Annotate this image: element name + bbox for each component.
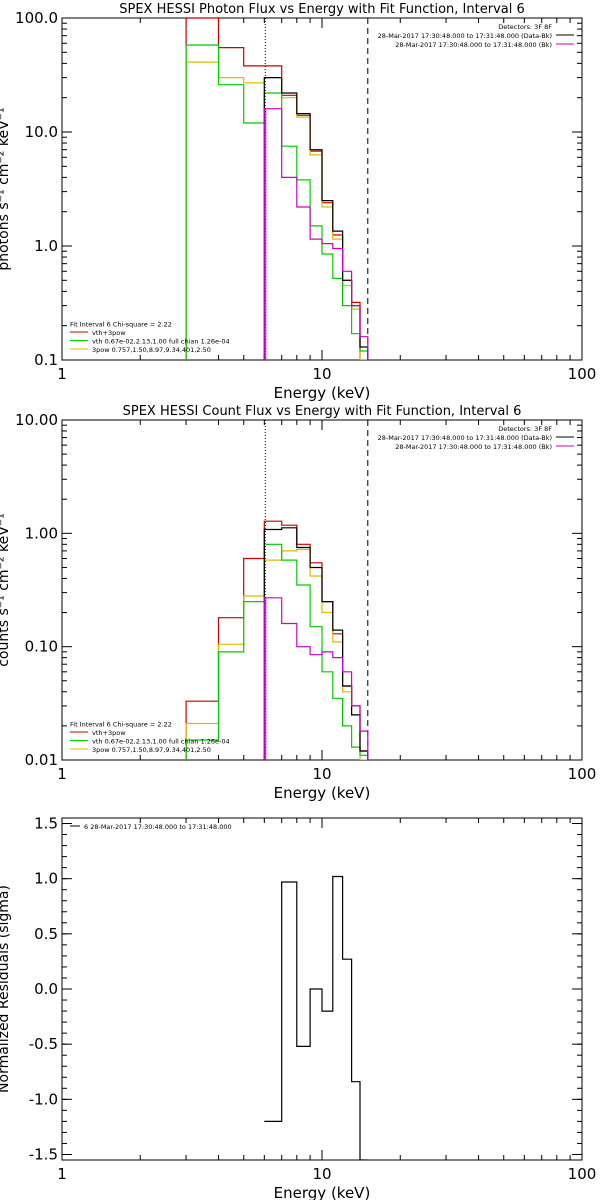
chart-title: SPEX HESSI Count Flux vs Energy with Fit… [123, 404, 522, 419]
x-tick-label: 100 [568, 1165, 597, 1183]
y-axis-label: Normalized Residuals (sigma) [0, 885, 12, 1093]
y-tick-label: 10.00 [15, 411, 58, 429]
x-tick-label: 1 [57, 765, 67, 783]
legend-entry: Detectors: 3F 8F [498, 425, 552, 433]
legend-entry: 28-Mar-2017 17:30:48.000 to 17:31:48.000… [378, 434, 552, 442]
legend-entry: vth 0.67e-02,2.13,1.00 full chian 1.26e-… [92, 338, 230, 346]
legend-entry: 3pow 0.757,1.50,8.97,9.34,401,2.50 [92, 346, 211, 354]
series-line-0 [185, 18, 368, 360]
legend-entry: 28-Mar-2017 17:30:48.000 to 17:31:48.000… [395, 443, 552, 451]
x-tick-label: 10 [312, 1165, 331, 1183]
y-tick-label: 10.0 [25, 123, 58, 141]
legend-entry: Detectors: 3F 8F [498, 23, 552, 31]
series-line-1 [185, 61, 368, 360]
x-tick-label: 10 [312, 365, 331, 383]
legend-entry: vth+3pow [92, 729, 126, 737]
y-tick-label: 0.5 [34, 925, 58, 943]
y-tick-label: 1.0 [34, 870, 58, 888]
x-axis-label: Energy (keV) [274, 1184, 371, 1200]
series-line-2 [185, 543, 369, 760]
chart-title: SPEX HESSI Photon Flux vs Energy with Fi… [119, 2, 525, 17]
y-tick-label: 0.1 [34, 351, 58, 369]
series-line-4 [263, 108, 369, 360]
y-tick-label: 0.10 [25, 638, 58, 656]
series-line-2 [185, 44, 369, 360]
y-axis-label: photons s⁻¹ cm⁻² keV⁻¹ [0, 107, 12, 270]
series-line-3 [263, 77, 369, 360]
y-tick-label: 0.0 [34, 980, 58, 998]
y-tick-label: 1.00 [25, 524, 58, 542]
x-tick-label: 100 [568, 765, 597, 783]
legend-entry: vth 0.67e-02,2.13,1.00 full chian 1.26e-… [92, 738, 230, 746]
legend-entry: 28-Mar-2017 17:30:48.000 to 17:31:48.000… [378, 32, 552, 40]
x-tick-label: 10 [312, 765, 331, 783]
x-axis-label: Energy (keV) [274, 784, 371, 802]
y-tick-label: 1.5 [34, 815, 58, 833]
series-line-0 [264, 875, 368, 1160]
y-tick-label: 0.01 [25, 751, 58, 769]
x-tick-label: 100 [568, 365, 597, 383]
legend-entry: 3pow 0.757,1.50,8.97,9.34,401,2.50 [92, 746, 211, 754]
legend-entry: Fit Interval 6 Chi-square = 2.22 [70, 721, 172, 729]
y-tick-label: 100.0 [15, 9, 58, 27]
series-line-4 [263, 597, 369, 760]
series-line-0 [185, 520, 369, 760]
series-line-1 [185, 548, 368, 760]
y-tick-label: 1.0 [34, 237, 58, 255]
y-tick-label: -1.0 [29, 1090, 58, 1108]
series-line-3 [263, 527, 369, 760]
x-axis-label: Energy (keV) [274, 384, 371, 402]
legend-entry: Fit Interval 6 Chi-square = 2.22 [70, 321, 172, 329]
legend-entry: 28-Mar-2017 17:30:48.000 to 17:31:48.000… [395, 41, 552, 49]
legend-entry: 6 28-Mar-2017 17:30:48.000 to 17:31:48.0… [84, 823, 232, 831]
x-tick-label: 1 [57, 1165, 67, 1183]
y-tick-label: -1.5 [29, 1145, 58, 1163]
x-tick-label: 1 [57, 365, 67, 383]
y-axis-label: counts s⁻¹ cm⁻² keV⁻¹ [0, 513, 12, 667]
legend-entry: vth+3pow [92, 329, 126, 337]
y-tick-label: -0.5 [29, 1035, 58, 1053]
